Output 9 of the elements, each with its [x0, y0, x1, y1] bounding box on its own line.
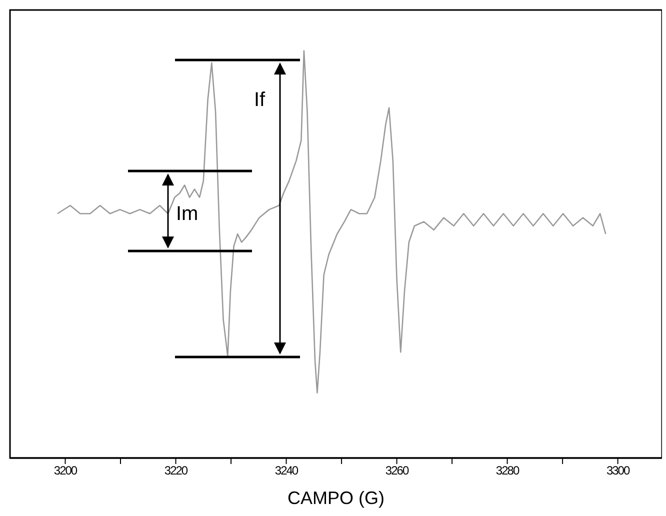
x-tick-label: 3200 — [54, 464, 78, 478]
x-tick-label: 3220 — [164, 464, 188, 478]
annotation: If — [254, 88, 266, 112]
annotation: Im — [176, 202, 198, 226]
x-axis-title: CAMPO (G) — [288, 488, 384, 508]
x-tick-label: 3260 — [385, 464, 410, 478]
x-tick-label: 3280 — [496, 464, 520, 478]
x-tick-label: 3240 — [274, 464, 299, 478]
x-tick-label: 3300 — [606, 464, 630, 478]
